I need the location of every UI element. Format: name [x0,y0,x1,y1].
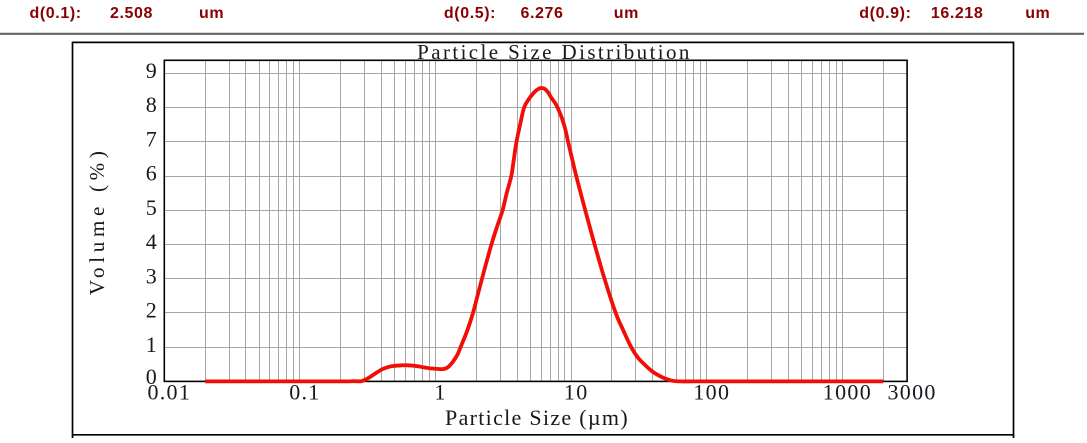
svg-text:8: 8 [146,92,158,117]
svg-text:2.508: 2.508 [110,5,153,22]
svg-text:3000: 3000 [887,380,936,405]
svg-text:um: um [199,5,224,22]
svg-text:um: um [1025,5,1050,22]
svg-text:6: 6 [146,161,158,186]
svg-text:d(0.9):: d(0.9): [859,5,911,22]
svg-text:Particle Size Distribution: Particle Size Distribution [417,40,692,64]
svg-text:Volume (%): Volume (%) [85,146,109,295]
svg-text:100: 100 [693,380,730,405]
svg-text:1: 1 [146,332,158,357]
svg-text:0.1: 0.1 [289,380,320,405]
svg-text:d(0.1):: d(0.1): [30,5,82,22]
svg-text:6.276: 6.276 [521,5,564,22]
svg-text:7: 7 [146,126,158,151]
svg-text:16.218: 16.218 [931,5,984,22]
svg-text:1: 1 [434,380,446,405]
svg-text:um: um [614,5,639,22]
svg-text:10: 10 [564,380,589,405]
svg-text:5: 5 [146,195,158,220]
svg-text:0: 0 [146,364,158,389]
svg-text:Particle Size (µm): Particle Size (µm) [445,405,629,430]
svg-text:0.01: 0.01 [147,380,191,405]
svg-text:2: 2 [146,298,158,323]
svg-text:9: 9 [146,58,158,83]
svg-text:1000: 1000 [823,380,872,405]
svg-text:3: 3 [146,263,158,288]
svg-text:d(0.5):: d(0.5): [444,5,496,22]
svg-text:4: 4 [146,229,158,254]
